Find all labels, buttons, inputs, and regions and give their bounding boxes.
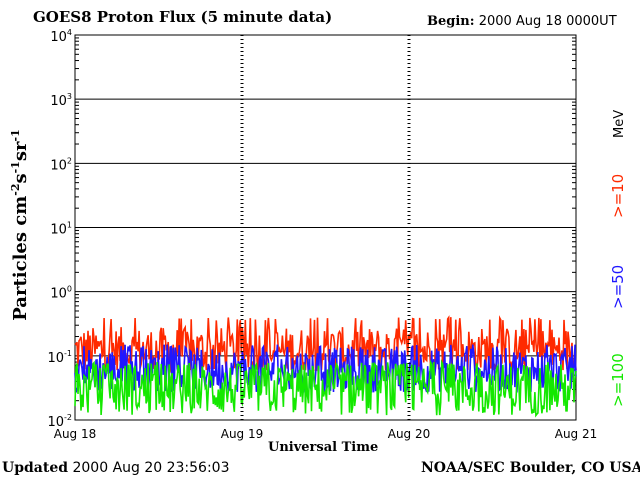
y-tick-label: 10-2 [47, 413, 72, 430]
x-tick-label: Aug 20 [388, 427, 431, 441]
y-tick-label: 100 [50, 285, 72, 302]
series-line-2 [74, 359, 577, 418]
y-tick-label: 101 [50, 221, 72, 238]
updated-value: 2000 Aug 20 23:56:03 [72, 460, 230, 476]
x-tick-label: Aug 21 [555, 427, 598, 441]
updated-stamp: Updated 2000 Aug 20 23:56:03 [2, 460, 230, 476]
y-tick-label: 102 [50, 156, 72, 173]
y-tick-label: 103 [50, 92, 72, 109]
x-axis-title: Universal Time [268, 440, 379, 455]
begin-label: Begin: [427, 14, 475, 29]
updated-label: Updated [2, 460, 69, 476]
y-tick-label: 10-1 [47, 349, 72, 366]
x-tick-label: Aug 19 [221, 427, 264, 441]
credit-text: NOAA/SEC Boulder, CO USA [421, 460, 640, 476]
x-tick-label: Aug 18 [54, 427, 97, 441]
chart-title: GOES8 Proton Flux (5 minute data) [33, 8, 333, 26]
begin-time: Begin: 2000 Aug 18 0000UT [427, 14, 617, 29]
begin-value: 2000 Aug 18 0000UT [478, 14, 617, 29]
y-tick-label: 104 [50, 28, 72, 45]
series-line-1 [74, 344, 577, 393]
